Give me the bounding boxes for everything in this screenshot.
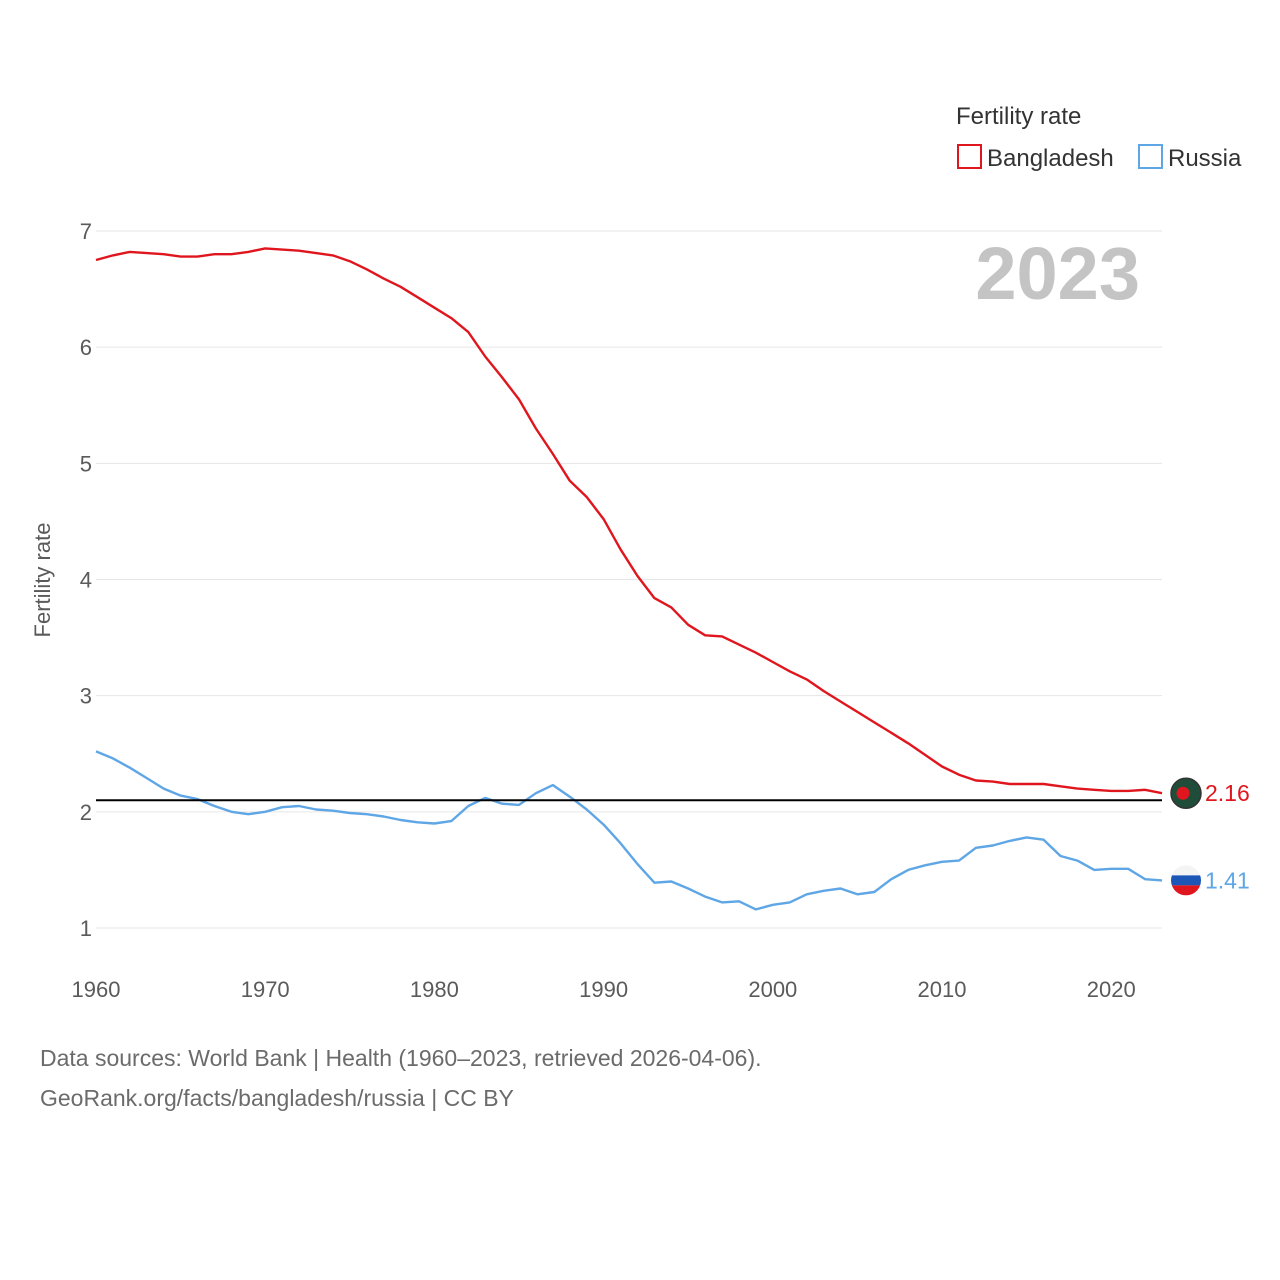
bangladesh-flag-icon <box>1170 777 1202 809</box>
x-tick-label: 2000 <box>748 977 797 1002</box>
legend-label-bangladesh: Bangladesh <box>987 145 1114 172</box>
series-end-markers: 2.16 1.41 <box>1170 777 1250 896</box>
series-line-russia[interactable] <box>95 750 1163 911</box>
x-tick-label: 1960 <box>72 977 121 1002</box>
y-tick-label: 7 <box>80 219 92 244</box>
series-line-bangladesh[interactable] <box>95 247 1163 795</box>
end-value-russia: 1.41 <box>1205 867 1250 893</box>
y-tick-label: 6 <box>80 335 92 360</box>
legend-swatch-bangladesh <box>957 144 982 169</box>
russia-flag-icon <box>1171 865 1201 896</box>
y-axis-title: Fertility rate <box>30 523 55 638</box>
x-tick-label: 2020 <box>1087 977 1136 1002</box>
end-value-bangladesh: 2.16 <box>1205 780 1250 806</box>
x-axis-ticks: 1960 1970 1980 1990 2000 2010 2020 <box>72 977 1136 1002</box>
y-tick-label: 3 <box>80 684 92 709</box>
y-tick-label: 2 <box>80 800 92 825</box>
y-tick-label: 5 <box>80 451 92 476</box>
legend-title: Fertility rate <box>956 103 1081 130</box>
legend-swatch-russia <box>1138 144 1163 169</box>
legend-item-bangladesh[interactable]: Bangladesh <box>957 144 1114 172</box>
y-tick-label: 1 <box>80 916 92 941</box>
legend-item-russia[interactable]: Russia <box>1138 144 1242 172</box>
y-tick-label: 4 <box>80 568 92 593</box>
x-tick-label: 1980 <box>410 977 459 1002</box>
attribution-link[interactable]: GeoRank.org/facts/bangladesh/russia | CC… <box>40 1085 514 1111</box>
gridlines <box>96 230 1162 929</box>
y-axis-ticks: 1 2 3 4 5 6 7 <box>80 219 92 941</box>
x-tick-label: 1970 <box>241 977 290 1002</box>
current-year-label: 2023 <box>975 232 1140 315</box>
legend: Fertility rate Bangladesh Russia <box>956 103 1242 172</box>
series-lines <box>95 247 1163 911</box>
legend-label-russia: Russia <box>1168 145 1242 172</box>
fertility-rate-chart: 1 2 3 4 5 6 7 1960 1970 1980 1990 2000 2010 2020 202… <box>30 103 1250 1002</box>
x-tick-label: 2010 <box>918 977 967 1002</box>
x-tick-label: 1990 <box>579 977 628 1002</box>
data-sources-note: Data sources: World Bank | Health (1960–… <box>40 1045 762 1071</box>
